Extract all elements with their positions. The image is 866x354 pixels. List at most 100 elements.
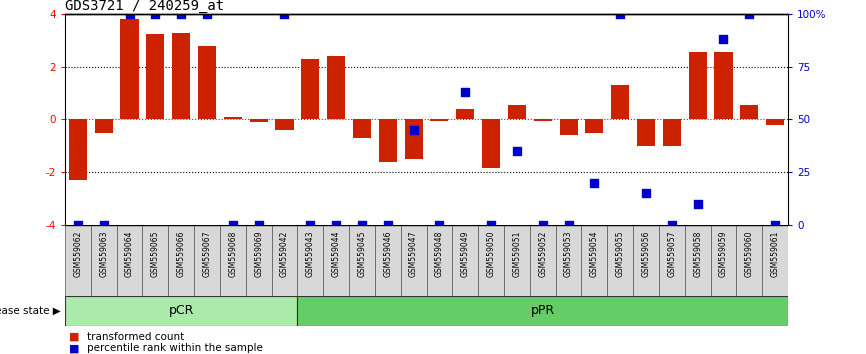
Text: GSM559054: GSM559054: [590, 230, 599, 277]
FancyBboxPatch shape: [530, 225, 556, 296]
Point: [432, 222, 446, 228]
Point: [226, 222, 240, 228]
Text: GSM559051: GSM559051: [513, 230, 521, 277]
FancyBboxPatch shape: [297, 225, 323, 296]
Text: GSM559053: GSM559053: [564, 230, 573, 277]
Text: transformed count: transformed count: [87, 332, 184, 342]
FancyBboxPatch shape: [65, 296, 297, 326]
Point: [174, 11, 188, 17]
Point: [252, 222, 266, 228]
Point: [277, 11, 291, 17]
Text: GSM559049: GSM559049: [461, 230, 469, 277]
FancyBboxPatch shape: [607, 225, 633, 296]
Bar: [740, 105, 759, 120]
FancyBboxPatch shape: [168, 225, 194, 296]
Text: GSM559050: GSM559050: [487, 230, 495, 277]
Bar: [456, 109, 475, 120]
Text: GSM559064: GSM559064: [125, 230, 134, 277]
Point: [303, 222, 317, 228]
FancyBboxPatch shape: [711, 225, 736, 296]
Bar: [327, 56, 346, 120]
Point: [716, 36, 730, 42]
Text: ■: ■: [69, 343, 80, 353]
Point: [742, 11, 756, 17]
Text: GSM559061: GSM559061: [771, 230, 779, 277]
Point: [381, 222, 395, 228]
Bar: [353, 120, 371, 138]
Bar: [637, 120, 655, 146]
Text: GDS3721 / 240259_at: GDS3721 / 240259_at: [65, 0, 224, 13]
Point: [562, 222, 576, 228]
Text: pPR: pPR: [531, 304, 555, 317]
Text: GSM559048: GSM559048: [435, 230, 444, 277]
Text: GSM559067: GSM559067: [203, 230, 211, 277]
Bar: [249, 120, 268, 122]
Bar: [766, 120, 785, 125]
Point: [458, 89, 472, 95]
Text: GSM559055: GSM559055: [616, 230, 624, 277]
Point: [97, 222, 111, 228]
Bar: [94, 120, 113, 133]
FancyBboxPatch shape: [246, 225, 272, 296]
Bar: [223, 117, 242, 120]
FancyBboxPatch shape: [220, 225, 246, 296]
Text: GSM559058: GSM559058: [693, 230, 702, 277]
Text: pCR: pCR: [169, 304, 194, 317]
Bar: [662, 120, 681, 146]
Bar: [378, 120, 397, 162]
FancyBboxPatch shape: [556, 225, 581, 296]
FancyBboxPatch shape: [685, 225, 711, 296]
Bar: [68, 120, 87, 180]
Point: [510, 148, 524, 154]
Point: [123, 11, 137, 17]
FancyBboxPatch shape: [117, 225, 142, 296]
Bar: [585, 120, 604, 133]
FancyBboxPatch shape: [272, 225, 297, 296]
FancyBboxPatch shape: [349, 225, 375, 296]
Text: GSM559046: GSM559046: [384, 230, 392, 277]
Point: [148, 11, 162, 17]
Bar: [275, 120, 294, 130]
Text: GSM559042: GSM559042: [280, 230, 289, 277]
Text: GSM559069: GSM559069: [254, 230, 263, 277]
Bar: [688, 52, 707, 120]
FancyBboxPatch shape: [375, 225, 401, 296]
Text: GSM559060: GSM559060: [745, 230, 753, 277]
Bar: [430, 120, 449, 121]
Text: GSM559052: GSM559052: [539, 230, 547, 277]
FancyBboxPatch shape: [401, 225, 426, 296]
Text: GSM559062: GSM559062: [74, 230, 82, 277]
Text: GSM559065: GSM559065: [151, 230, 160, 277]
Point: [768, 222, 782, 228]
Text: disease state ▶: disease state ▶: [0, 306, 61, 316]
Bar: [172, 33, 191, 120]
FancyBboxPatch shape: [194, 225, 220, 296]
FancyBboxPatch shape: [581, 225, 607, 296]
Text: GSM559057: GSM559057: [668, 230, 676, 277]
Text: GSM559059: GSM559059: [719, 230, 728, 277]
FancyBboxPatch shape: [659, 225, 685, 296]
Point: [691, 201, 705, 207]
FancyBboxPatch shape: [426, 225, 452, 296]
Point: [639, 190, 653, 196]
Bar: [533, 120, 552, 121]
Bar: [714, 52, 733, 120]
Point: [200, 11, 214, 17]
FancyBboxPatch shape: [323, 225, 349, 296]
Bar: [611, 85, 630, 120]
Text: GSM559063: GSM559063: [100, 230, 108, 277]
FancyBboxPatch shape: [142, 225, 168, 296]
Bar: [120, 19, 139, 120]
Text: GSM559047: GSM559047: [409, 230, 418, 277]
FancyBboxPatch shape: [633, 225, 659, 296]
Text: GSM559044: GSM559044: [332, 230, 340, 277]
FancyBboxPatch shape: [452, 225, 478, 296]
Text: GSM559045: GSM559045: [358, 230, 366, 277]
Text: GSM559068: GSM559068: [229, 230, 237, 277]
Point: [484, 222, 498, 228]
Bar: [482, 120, 500, 168]
Point: [536, 222, 550, 228]
Point: [665, 222, 679, 228]
Point: [329, 222, 343, 228]
Bar: [507, 105, 526, 120]
